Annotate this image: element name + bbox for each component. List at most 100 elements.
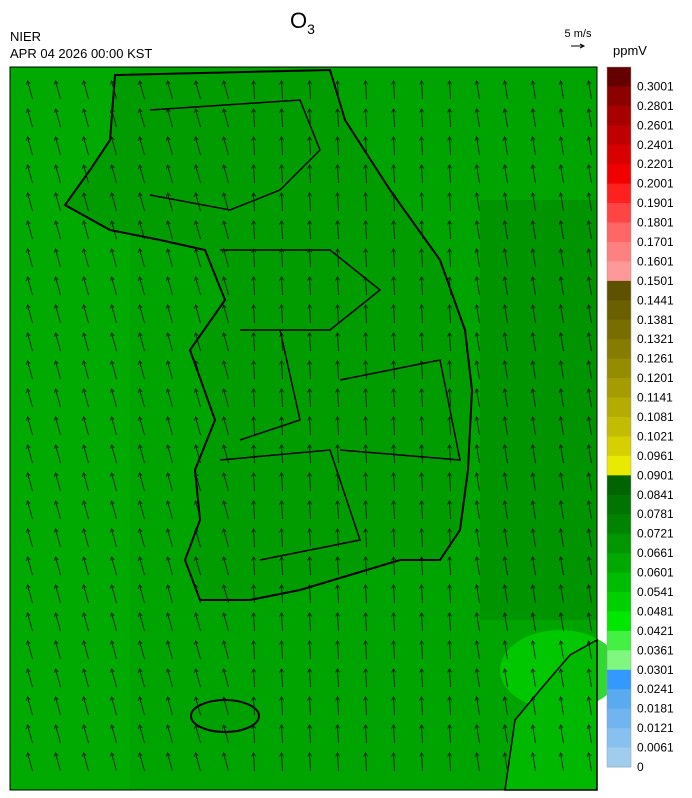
wind-arrow bbox=[82, 192, 89, 212]
wind-arrow bbox=[307, 668, 313, 688]
wind-arrow bbox=[251, 276, 257, 296]
wind-arrow bbox=[166, 584, 173, 604]
jeju-island bbox=[190, 699, 260, 733]
legend-label: 0.0901 bbox=[637, 468, 674, 482]
legend-swatch bbox=[607, 494, 631, 515]
wind-arrow bbox=[447, 696, 453, 716]
wind-arrow bbox=[54, 304, 61, 324]
wind-arrow bbox=[222, 584, 229, 604]
wind-arrow bbox=[558, 416, 564, 436]
wind-arrow bbox=[419, 360, 425, 380]
wind-arrow bbox=[110, 192, 117, 212]
wind-arrow bbox=[419, 276, 425, 296]
legend-unit: ppmV bbox=[613, 43, 647, 58]
wind-arrow bbox=[279, 696, 285, 716]
map bbox=[9, 66, 620, 791]
legend-label: 0.0301 bbox=[637, 663, 674, 677]
wind-arrow bbox=[82, 668, 89, 688]
legend-swatch bbox=[607, 747, 631, 768]
wind-arrow bbox=[166, 136, 173, 156]
wind-arrow bbox=[363, 164, 369, 184]
legend-label: 0.1141 bbox=[637, 391, 673, 405]
legend-swatch bbox=[607, 650, 631, 671]
wind-arrow bbox=[447, 556, 453, 576]
wind-arrow bbox=[110, 612, 117, 632]
wind-arrow bbox=[251, 668, 257, 688]
legend-label: 0.2801 bbox=[637, 99, 674, 113]
wind-arrow bbox=[166, 528, 173, 548]
wind-arrow bbox=[307, 416, 313, 436]
wind-arrow bbox=[222, 304, 229, 324]
wind-arrow bbox=[26, 136, 33, 156]
wind-arrow bbox=[586, 640, 592, 660]
wind-arrow bbox=[279, 276, 285, 296]
wind-arrow bbox=[502, 584, 508, 604]
wind-arrow bbox=[222, 192, 229, 212]
wind-arrow bbox=[82, 304, 89, 324]
wind-arrow bbox=[558, 164, 564, 184]
wind-arrow bbox=[307, 556, 313, 576]
legend-label: 0.1381 bbox=[637, 313, 674, 327]
wind-arrow bbox=[222, 528, 229, 548]
wind-arrow bbox=[138, 192, 145, 212]
wind-arrow bbox=[307, 304, 313, 324]
legend-label: 0.0181 bbox=[637, 702, 674, 716]
wind-arrow bbox=[530, 500, 536, 520]
wind-arrow bbox=[54, 388, 61, 408]
wind-arrow bbox=[166, 500, 173, 520]
wind-arrow bbox=[194, 584, 201, 604]
wind-arrow bbox=[222, 248, 229, 268]
wind-arrow bbox=[474, 248, 480, 268]
wind-arrow bbox=[82, 528, 89, 548]
wind-arrow bbox=[419, 220, 425, 240]
wind-arrow bbox=[363, 444, 369, 464]
legend-label: 0.0841 bbox=[637, 488, 674, 502]
wind-arrow bbox=[279, 444, 285, 464]
wind-arrow bbox=[586, 696, 592, 716]
wind-arrow bbox=[279, 136, 285, 156]
wind-arrow bbox=[222, 696, 229, 716]
wind-arrow bbox=[391, 276, 397, 296]
legend-swatch bbox=[607, 358, 631, 379]
wind-arrow bbox=[26, 752, 33, 772]
wind-arrow bbox=[307, 80, 313, 100]
wind-arrow bbox=[586, 192, 592, 212]
wind-arrow bbox=[391, 360, 397, 380]
wind-arrow bbox=[82, 556, 89, 576]
wind-arrow bbox=[502, 164, 508, 184]
wind-scale-label: 5 m/s bbox=[565, 28, 592, 40]
wind-arrow bbox=[530, 444, 536, 464]
wind-arrow bbox=[530, 220, 536, 240]
wind-arrow bbox=[194, 724, 201, 744]
wind-arrow bbox=[447, 444, 453, 464]
wind-arrow bbox=[391, 584, 397, 604]
wind-arrow bbox=[419, 696, 425, 716]
wind-arrow bbox=[279, 556, 285, 576]
wind-arrow bbox=[502, 192, 508, 212]
wind-arrow bbox=[222, 276, 229, 296]
wind-arrow bbox=[279, 640, 285, 660]
wind-arrow bbox=[279, 108, 285, 128]
wind-arrow bbox=[363, 640, 369, 660]
wind-arrow bbox=[138, 416, 145, 436]
wind-arrow bbox=[110, 360, 117, 380]
legend-swatch bbox=[607, 242, 631, 262]
legend-label: 0.0241 bbox=[637, 682, 674, 696]
wind-arrow bbox=[138, 164, 145, 184]
wind-arrow bbox=[138, 556, 145, 576]
wind-arrow bbox=[447, 304, 453, 324]
wind-arrow bbox=[279, 304, 285, 324]
wind-arrow bbox=[586, 584, 592, 604]
wind-arrow bbox=[363, 416, 369, 436]
wind-arrow bbox=[335, 360, 341, 380]
legend-label: 0 bbox=[637, 760, 644, 774]
wind-arrow bbox=[419, 724, 425, 744]
legend-label: 0.0121 bbox=[637, 721, 674, 735]
wind-arrow bbox=[251, 444, 257, 464]
wind-arrow bbox=[110, 304, 117, 324]
wind-arrow bbox=[138, 584, 145, 604]
wind-arrow bbox=[586, 472, 592, 492]
wind-arrow bbox=[54, 220, 61, 240]
wind-arrow bbox=[447, 416, 453, 436]
legend-label: 0.1081 bbox=[637, 410, 674, 424]
